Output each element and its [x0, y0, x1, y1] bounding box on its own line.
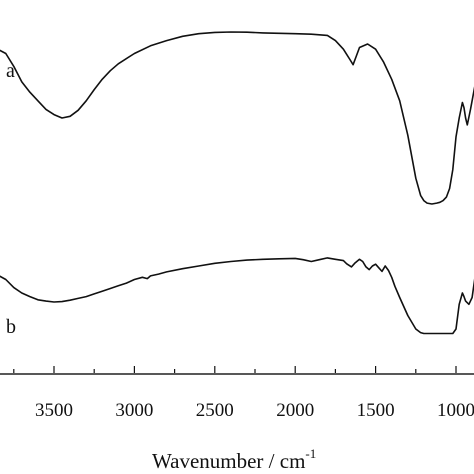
x-tick-labels-layer: 4000350030002500200015001000: [35, 400, 474, 421]
series-line-a: [0, 31, 474, 205]
x-tick-label-3000: 3000: [115, 400, 153, 421]
x-tick-label-2500: 2500: [196, 400, 234, 421]
x-tick-label-1000: 1000: [437, 400, 474, 421]
x-axis-title: Wavenumber / cm-1: [152, 446, 316, 473]
x-tick-label-3500: 3500: [35, 400, 73, 421]
series-line-b: [0, 257, 474, 335]
curves-layer: [0, 31, 474, 335]
x-tick-label-2000: 2000: [276, 400, 314, 421]
plot-frame: [0, 373, 474, 375]
series-label-a: a: [6, 60, 15, 82]
x-axis-title-text: Wavenumber / cm: [152, 449, 305, 473]
x-tick-label-1500: 1500: [357, 400, 395, 421]
x-axis-title-superscript: -1: [305, 446, 316, 461]
x-ticks-layer: [13, 366, 457, 373]
series-label-b: b: [6, 316, 16, 338]
